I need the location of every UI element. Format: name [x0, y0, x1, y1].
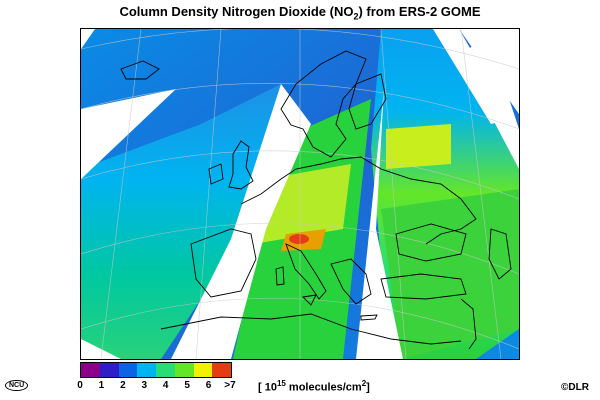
- swath-east-green-lower: [381, 189, 519, 359]
- colorbar-segment-7: [212, 363, 231, 377]
- ncu-logo: NCU: [5, 380, 29, 391]
- coast-britain: [228, 140, 254, 190]
- coast-black-sea: [395, 223, 467, 262]
- gap-west-lower: [171, 84, 311, 359]
- colorbar-units: [ 1015 molecules/cm2]: [258, 379, 370, 394]
- coast-balkans: [330, 258, 372, 305]
- colorbar-segment-1: [99, 363, 119, 377]
- coast-sardinia: [275, 266, 285, 286]
- coast-ireland: [208, 163, 224, 185]
- colorbar: [80, 362, 232, 378]
- coast-turkey: [380, 273, 467, 300]
- coast-crete: [360, 314, 378, 321]
- colorbar-tick-label: 0: [77, 380, 83, 391]
- coast-sicily: [302, 294, 317, 306]
- units-exponent: 15: [276, 379, 286, 388]
- colorbar-tick-label: 2: [120, 380, 126, 391]
- colorbar-tick-label: 3: [141, 380, 148, 391]
- graticule: [81, 29, 519, 359]
- coast-north-africa: [160, 313, 462, 345]
- units-exponent-2: 2: [361, 379, 367, 388]
- coast-italy: [285, 243, 327, 300]
- coast-finland: [348, 73, 387, 130]
- colorbar-segment-0: [81, 363, 100, 377]
- colorbar-segment-6: [193, 363, 213, 377]
- coastlines: [120, 50, 512, 350]
- colorbar-tick-label: 6: [205, 380, 212, 391]
- swath-east-yellow: [386, 124, 451, 169]
- title-main: Column Density Nitrogen Dioxide (NO: [119, 4, 354, 19]
- colorbar-segment-3: [137, 363, 156, 377]
- units-prefix: [ 10: [258, 381, 277, 394]
- gap-topright: [433, 29, 511, 124]
- gap-bottom-left-corner: [81, 339, 121, 359]
- swath-west: [81, 84, 281, 359]
- gap-1: [81, 29, 95, 49]
- dlr-copyright: ©DLR: [561, 382, 589, 393]
- coast-iceland: [120, 60, 160, 80]
- coast-scandinavia: [280, 50, 367, 158]
- colorbar-segment-4: [156, 363, 175, 377]
- units-mid: molecules/cm: [285, 381, 362, 394]
- colorbar-tick-label: 1: [98, 380, 105, 391]
- map-title: Column Density Nitrogen Dioxide (NO2) fr…: [0, 4, 600, 22]
- colorbar-tick-label: 5: [184, 380, 190, 391]
- coast-levant: [460, 298, 477, 350]
- colorbar-tick-label: >7: [224, 380, 236, 391]
- hotspot-po-valley: [289, 234, 309, 244]
- no2-map: [80, 28, 520, 360]
- title-subscript: 2: [353, 11, 359, 22]
- colorbar-segment-5: [174, 363, 194, 377]
- title-tail: ) from ERS-2 GOME: [358, 4, 481, 19]
- colorbar-tick-label: 4: [162, 380, 169, 391]
- coast-caspian: [488, 228, 512, 280]
- map-canvas: [81, 29, 519, 359]
- units-suffix: ]: [366, 381, 370, 394]
- colorbar-segment-2: [118, 363, 138, 377]
- gap-central-east: [356, 89, 403, 359]
- coast-iberia: [190, 228, 257, 298]
- coast-continent: [240, 156, 477, 245]
